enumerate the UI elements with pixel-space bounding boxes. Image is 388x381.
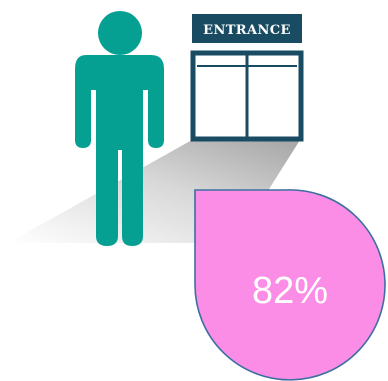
percent-value: 82%: [252, 270, 328, 312]
entrance-sign-text: ENTRANCE: [203, 23, 291, 38]
person-icon: [75, 11, 164, 246]
percent-callout: 82%: [194, 189, 386, 381]
double-door-icon: [190, 50, 304, 142]
entrance-sign: ENTRANCE: [192, 14, 302, 43]
